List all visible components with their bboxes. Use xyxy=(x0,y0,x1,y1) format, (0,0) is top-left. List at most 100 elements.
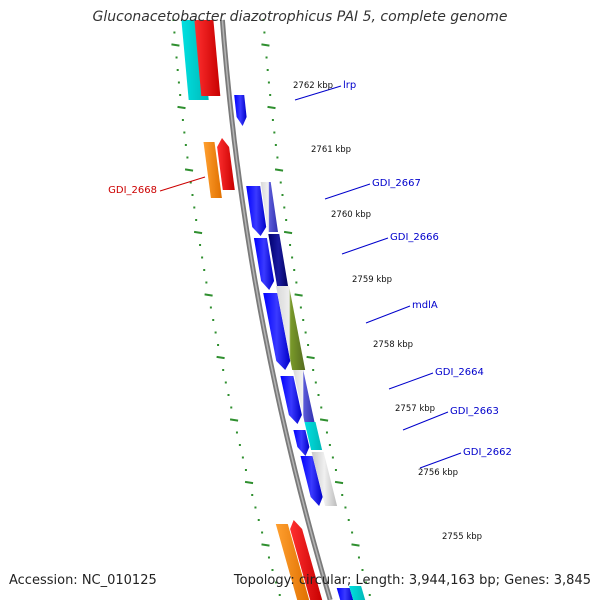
feature-lrp xyxy=(234,95,247,126)
leader-line xyxy=(402,411,449,431)
tick-dot xyxy=(269,94,272,96)
tick-mark xyxy=(193,230,203,235)
tick-mark xyxy=(204,293,213,297)
tick-dot xyxy=(302,319,305,321)
tick-dot xyxy=(347,519,350,521)
tick-dot xyxy=(344,506,347,509)
tick-dot xyxy=(271,119,274,121)
leader-line xyxy=(388,372,434,390)
feature-blue-4 xyxy=(280,376,302,424)
tick-dot xyxy=(184,144,187,146)
kbp-label: 2760 kbp xyxy=(331,210,371,220)
tick-dot xyxy=(368,594,371,596)
tick-dot xyxy=(314,381,317,384)
tick-dot xyxy=(172,19,175,21)
tick-dot xyxy=(291,256,294,259)
tick-dot xyxy=(295,281,298,284)
tick-dot xyxy=(203,269,206,271)
leader-line xyxy=(159,176,206,192)
gene-label: GDI_2666 xyxy=(390,232,439,243)
tick-dot xyxy=(183,131,186,134)
kbp-label: 2756 kbp xyxy=(418,468,458,478)
tick-dot xyxy=(263,31,266,34)
tick-dot xyxy=(307,344,310,346)
tick-dot xyxy=(266,69,269,71)
kbp-label: 2761 kbp xyxy=(311,145,351,155)
accession-label: Accession: NC_010125 xyxy=(9,573,157,588)
tick-dot xyxy=(191,194,194,196)
tick-dot xyxy=(279,181,282,184)
tick-dot xyxy=(267,81,270,84)
tick-mark xyxy=(261,43,270,47)
right-tick-ring xyxy=(261,19,371,596)
feature-gdi-2667 xyxy=(260,182,278,232)
tick-dot xyxy=(265,56,268,59)
tick-dot xyxy=(173,31,176,34)
tick-dot xyxy=(271,569,274,571)
tick-dot xyxy=(312,369,315,371)
tick-dot xyxy=(361,569,364,571)
tick-dot xyxy=(179,94,182,96)
backbone-highlight xyxy=(221,19,331,600)
tick-dot xyxy=(175,56,178,59)
tick-dot xyxy=(189,181,192,184)
tick-mark xyxy=(184,168,194,172)
genome-backbone xyxy=(219,19,333,600)
leader-line xyxy=(419,452,462,469)
tick-dot xyxy=(325,431,328,434)
tick-mark xyxy=(294,293,303,297)
tick-dot xyxy=(209,306,212,309)
tick-dot xyxy=(227,394,230,396)
tick-mark xyxy=(216,355,225,360)
tick-mark xyxy=(171,43,180,47)
tick-mark xyxy=(306,355,315,360)
tick-dot xyxy=(230,406,233,409)
tick-dot xyxy=(222,369,225,371)
tick-dot xyxy=(212,319,215,321)
feature-gdi-2668 xyxy=(217,138,235,190)
feature-red-top xyxy=(194,20,221,96)
feature-mdla xyxy=(276,286,306,370)
tick-dot xyxy=(181,119,184,121)
kbp-label: 2757 kbp xyxy=(395,404,435,414)
tick-dot xyxy=(289,244,292,246)
gene-label: GDI_2662 xyxy=(463,447,512,458)
tick-dot xyxy=(235,431,238,434)
feature-blue-1 xyxy=(246,186,267,236)
tick-mark xyxy=(283,230,293,235)
feature-blue-bottom xyxy=(336,588,354,600)
tick-dot xyxy=(251,494,254,496)
map-labels: 2762 kbp 2761 kbp 2760 kbp 2759 kbp 2758 kbp… xyxy=(108,80,512,542)
gene-label: GDI_2667 xyxy=(372,178,421,189)
tick-mark xyxy=(351,543,360,547)
feature-gdi-2664 xyxy=(293,370,315,422)
feature-blue-3 xyxy=(263,293,291,370)
tick-mark xyxy=(334,480,344,485)
feature-blue-2 xyxy=(253,238,275,290)
gene-label: mdlA xyxy=(412,300,438,311)
map-title: Gluconacetobacter diazotrophicus PAI 5, … xyxy=(92,9,508,25)
tick-dot xyxy=(276,156,279,159)
tick-dot xyxy=(244,469,247,471)
topology-label: Topology: circular; Length: 3,944,163 bp… xyxy=(233,573,591,588)
feature-red-bottom xyxy=(290,520,323,600)
tick-dot xyxy=(278,594,281,596)
leader-line xyxy=(294,85,342,101)
feature-cyan-bottom xyxy=(349,586,366,600)
tick-mark xyxy=(229,418,239,422)
tick-dot xyxy=(217,344,220,346)
feature-gdi-2662 xyxy=(311,452,338,506)
tick-dot xyxy=(186,156,189,159)
kbp-label: 2758 kbp xyxy=(373,340,413,350)
feature-blue-6 xyxy=(300,456,323,506)
tick-dot xyxy=(262,19,265,21)
tick-dot xyxy=(241,456,244,459)
tick-dot xyxy=(281,194,284,196)
tick-dot xyxy=(304,331,307,334)
label-leader-lines xyxy=(159,85,462,469)
gene-label: GDI_2663 xyxy=(450,406,499,417)
tick-dot xyxy=(283,206,286,209)
tick-dot xyxy=(365,581,368,584)
left-tick-ring xyxy=(171,19,281,596)
